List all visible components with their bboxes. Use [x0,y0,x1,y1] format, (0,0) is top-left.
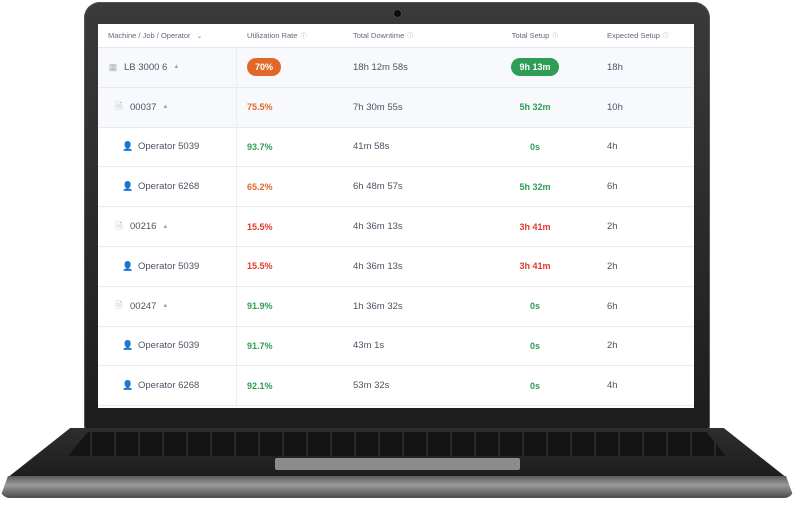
downtime-value: 6h 48m 57s [353,181,403,193]
column-label: Utilization Rate [247,31,298,40]
table-row-job[interactable]: 🗎 00037 ▲ 75.5% 7h 30m 55s 5h 32m 10h [98,87,694,128]
utilization-table: Machine / Job / Operator ⌄ Utilization R… [98,24,694,407]
laptop-base [0,428,794,508]
table-row-machine[interactable]: ▦ LB 3000 6 ▲ 70% 18h 12m 58s 9h 13m 18h [98,48,694,88]
table-row-operator[interactable]: 👤 Operator 6268 92.1% 53m 32s 0s 4h [98,366,694,407]
laptop-front-edge [0,476,794,498]
downtime-value: 43m 1s [353,340,385,352]
row-name: Operator 5039 [138,141,200,153]
user-icon: 👤 [122,340,134,351]
document-icon: 🗎 [115,220,123,231]
setup-value: 0s [529,380,540,391]
user-icon: 👤 [122,141,134,152]
downtime-value: 18h 12m 58s [353,61,408,73]
user-icon: 👤 [122,181,134,192]
downtime-value: 4h 36m 13s [353,221,403,233]
column-label: Expected Setup [607,31,660,40]
utilization-value: 93.7% [247,141,273,152]
table-row-job[interactable]: 🗎 00247 ▲ 91.9% 1h 36m 32s 0s 6h [98,286,694,327]
column-label: Total Setup [511,31,550,40]
downtime-value: 41m 58s [353,141,390,153]
info-icon[interactable]: ⓘ [407,34,414,40]
row-name: Operator 5039 [138,260,200,272]
expected-setup-value: 6h [607,300,618,312]
row-name: 00216 [130,221,157,233]
setup-value: 3h 41m [519,221,551,232]
collapse-caret-icon[interactable]: ▲ [173,64,180,71]
utilization-value: 65.2% [247,181,273,192]
machine-icon: ▦ [108,61,118,72]
column-header-setup[interactable]: Total Setup ⓘ [474,31,596,40]
utilization-badge: 70% [247,58,282,77]
column-header-machine[interactable]: Machine / Job / Operator ⌄ [98,24,237,47]
downtime-value: 53m 32s [353,380,390,392]
laptop-screen: Machine / Job / Operator ⌄ Utilization R… [98,24,694,408]
expected-setup-value: 2h [607,340,618,352]
utilization-value: 91.9% [247,301,273,312]
setup-badge: 9h 13m [511,58,559,77]
collapse-caret-icon[interactable]: ▲ [162,303,169,310]
user-icon: 👤 [122,380,134,391]
table-row-operator[interactable]: 👤 Operator 5039 15.5% 4h 36m 13s 3h 41m … [98,246,694,287]
expected-setup-value: 6h [607,181,618,193]
column-header-utilization[interactable]: Utilization Rate ⓘ [237,31,343,40]
row-name: 00037 [130,101,157,113]
document-icon: 🗎 [115,300,123,311]
table-row-operator[interactable]: 👤 Operator 5039 93.7% 41m 58s 0s 4h [98,127,694,168]
expected-setup-value: 2h [607,260,618,272]
column-label: Machine / Job / Operator [108,31,191,40]
expected-setup-value: 2h [607,221,618,233]
column-label: Total Downtime [353,31,405,40]
utilization-value: 91.7% [247,340,273,351]
collapse-caret-icon[interactable]: ▲ [162,104,169,111]
utilization-value: 15.5% [247,261,273,272]
setup-value: 5h 32m [519,181,551,192]
expected-setup-value: 4h [607,141,618,153]
keyboard [68,432,726,456]
info-icon[interactable]: ⓘ [300,34,307,40]
user-icon: 👤 [122,260,134,271]
setup-value: 0s [529,301,540,312]
chevron-down-icon[interactable]: ⌄ [196,32,203,40]
table-header: Machine / Job / Operator ⌄ Utilization R… [98,24,694,48]
setup-value: 0s [529,141,540,152]
document-icon: 🗎 [115,101,123,112]
expected-setup-value: 10h [607,101,623,113]
touchpad [275,458,520,470]
collapse-caret-icon[interactable]: ▲ [162,223,169,230]
column-header-expected-setup[interactable]: Expected Setup ⓘ [596,31,694,40]
row-name: 00247 [130,300,157,312]
table-row-operator[interactable]: 👤 Operator 5039 91.7% 43m 1s 0s 2h [98,326,694,367]
downtime-value: 7h 30m 55s [353,101,403,113]
downtime-value: 1h 36m 32s [353,300,403,312]
info-icon[interactable]: ⓘ [552,34,559,40]
setup-value: 5h 32m [519,102,551,113]
column-header-downtime[interactable]: Total Downtime ⓘ [343,31,474,40]
table-row-job[interactable]: 🗎 00216 ▲ 15.5% 4h 36m 13s 3h 41m 2h [98,207,694,247]
utilization-value: 92.1% [247,380,273,391]
webcam-icon [394,10,401,17]
row-name: Operator 5039 [138,340,200,352]
expected-setup-value: 4h [607,380,618,392]
downtime-value: 4h 36m 13s [353,260,403,272]
expected-setup-value: 18h [607,61,623,73]
row-name: Operator 6268 [138,181,200,193]
info-icon[interactable]: ⓘ [662,34,669,40]
utilization-value: 75.5% [247,102,273,113]
row-name: Operator 6268 [138,380,200,392]
row-name: LB 3000 6 [124,61,168,73]
setup-value: 0s [529,340,540,351]
utilization-value: 15.5% [247,221,273,232]
table-row-operator[interactable]: 👤 Operator 6268 65.2% 6h 48m 57s 5h 32m … [98,167,694,208]
setup-value: 3h 41m [519,261,551,272]
